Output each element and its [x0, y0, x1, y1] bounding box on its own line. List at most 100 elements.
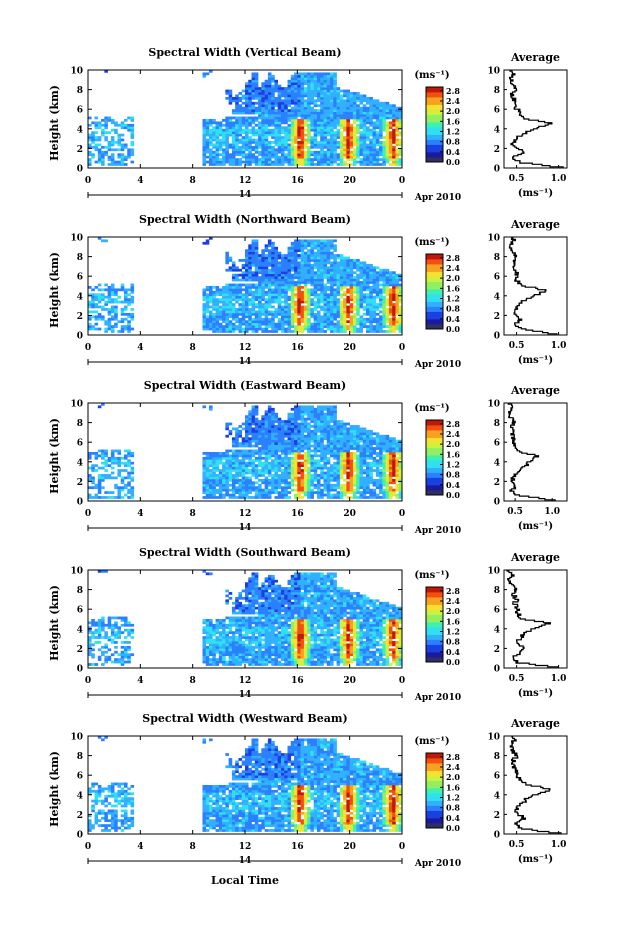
heatmap-cell [290, 322, 295, 326]
heatmap-cell [254, 481, 259, 485]
heatmap-cell [316, 121, 321, 125]
heatmap-cell [294, 104, 298, 108]
heatmap-cell [300, 461, 305, 465]
heatmap-cell [372, 330, 377, 333]
heatmap-cell [127, 298, 131, 301]
heatmap-cell [271, 459, 275, 463]
heatmap-cell [300, 273, 305, 277]
heatmap-cell [316, 131, 321, 134]
heatmap-cell [366, 298, 370, 301]
heatmap-cell [356, 106, 360, 110]
heatmap-cell [336, 153, 341, 157]
heatmap-cell [392, 317, 396, 321]
heatmap-cell [235, 131, 239, 134]
heatmap-cell [326, 315, 331, 319]
heatmap-cell [349, 295, 354, 299]
heatmap-cell [114, 456, 118, 460]
heatmap-cell [225, 474, 229, 477]
heatmap-cell [258, 256, 262, 260]
heatmap-cell [392, 150, 396, 154]
heatmap-cell [326, 239, 331, 243]
heatmap-cell [277, 123, 282, 127]
heatmap-cell [303, 410, 308, 414]
heatmap-cell [88, 310, 92, 314]
heatmap-cell [271, 263, 275, 267]
heatmap-cell [231, 312, 236, 316]
heatmap-cell [326, 312, 331, 316]
heatmap-cell [238, 481, 243, 485]
heatmap-cell [366, 293, 370, 297]
heatmap-cell [287, 320, 292, 324]
heatmap-cell [228, 493, 233, 497]
heatmap-cell [258, 459, 262, 463]
heatmap-cell [274, 278, 279, 282]
heatmap-cell [94, 496, 99, 499]
heatmap-cell [235, 286, 239, 289]
heatmap-cell [212, 128, 216, 132]
heatmap-cell [235, 111, 239, 115]
heatmap-cell [271, 315, 275, 319]
heatmap-cell [261, 87, 265, 90]
heatmap-cell [254, 249, 259, 252]
heatmap-cell [356, 104, 360, 108]
heatmap-cell [316, 84, 321, 88]
heatmap-cell [310, 251, 314, 255]
heatmap-cell [107, 327, 112, 331]
heatmap-cell [349, 259, 354, 262]
heatmap-cell [280, 273, 285, 277]
heatmap-cell [274, 141, 279, 144]
heatmap-cell [300, 293, 305, 297]
heatmap-cell [330, 128, 334, 132]
heatmap-cell [290, 150, 295, 154]
heatmap-cell [248, 121, 252, 125]
heatmap-cell [313, 251, 318, 255]
heatmap-cell [245, 254, 249, 257]
heatmap-cell [379, 288, 383, 292]
heatmap-cell [369, 133, 373, 137]
colorbar-segment [426, 157, 443, 160]
heatmap-cell [284, 290, 288, 294]
heatmap-cell [277, 290, 282, 294]
heatmap-cell [375, 99, 380, 103]
heatmap-cell [307, 320, 311, 324]
heatmap-cell [123, 317, 128, 321]
heatmap-cell [343, 143, 347, 147]
heatmap-cell [101, 317, 105, 321]
heatmap-cell [356, 160, 360, 164]
heatmap-cell [215, 474, 220, 477]
heatmap-cell [375, 104, 380, 108]
heatmap-cell [303, 106, 308, 110]
heatmap-cell [385, 320, 390, 324]
heatmap-cell [326, 266, 331, 270]
heatmap-cell [261, 481, 265, 485]
heatmap-cell [388, 322, 393, 326]
heatmap-cell [372, 155, 377, 159]
heatmap-cell [333, 119, 337, 122]
heatmap-cell [267, 452, 272, 455]
heatmap-cell [245, 478, 249, 482]
heatmap-cell [300, 444, 305, 448]
heatmap-cell [97, 121, 102, 125]
heatmap-cell [101, 119, 105, 122]
heatmap-cell [117, 320, 122, 324]
heatmap-cell [251, 82, 256, 85]
heatmap-cell [117, 496, 122, 499]
heatmap-cell [212, 466, 216, 470]
heatmap-cell [323, 82, 328, 85]
heatmap-cell [280, 439, 285, 443]
heatmap-cell [303, 244, 308, 248]
heatmap-cell [241, 493, 246, 497]
heatmap-cell [130, 471, 135, 475]
heatmap-cell [97, 298, 102, 301]
heatmap-cell [287, 327, 292, 331]
heatmap-cell [385, 330, 390, 333]
heatmap-cell [297, 434, 301, 438]
heatmap-cell [231, 491, 236, 494]
heatmap-cell [245, 293, 249, 297]
heatmap-cell [326, 74, 331, 78]
heatmap-cell [107, 320, 112, 324]
heatmap-cell [310, 268, 314, 272]
heatmap-cell [202, 303, 207, 306]
heatmap-cell [352, 160, 357, 164]
profile-title: Average [510, 51, 560, 64]
